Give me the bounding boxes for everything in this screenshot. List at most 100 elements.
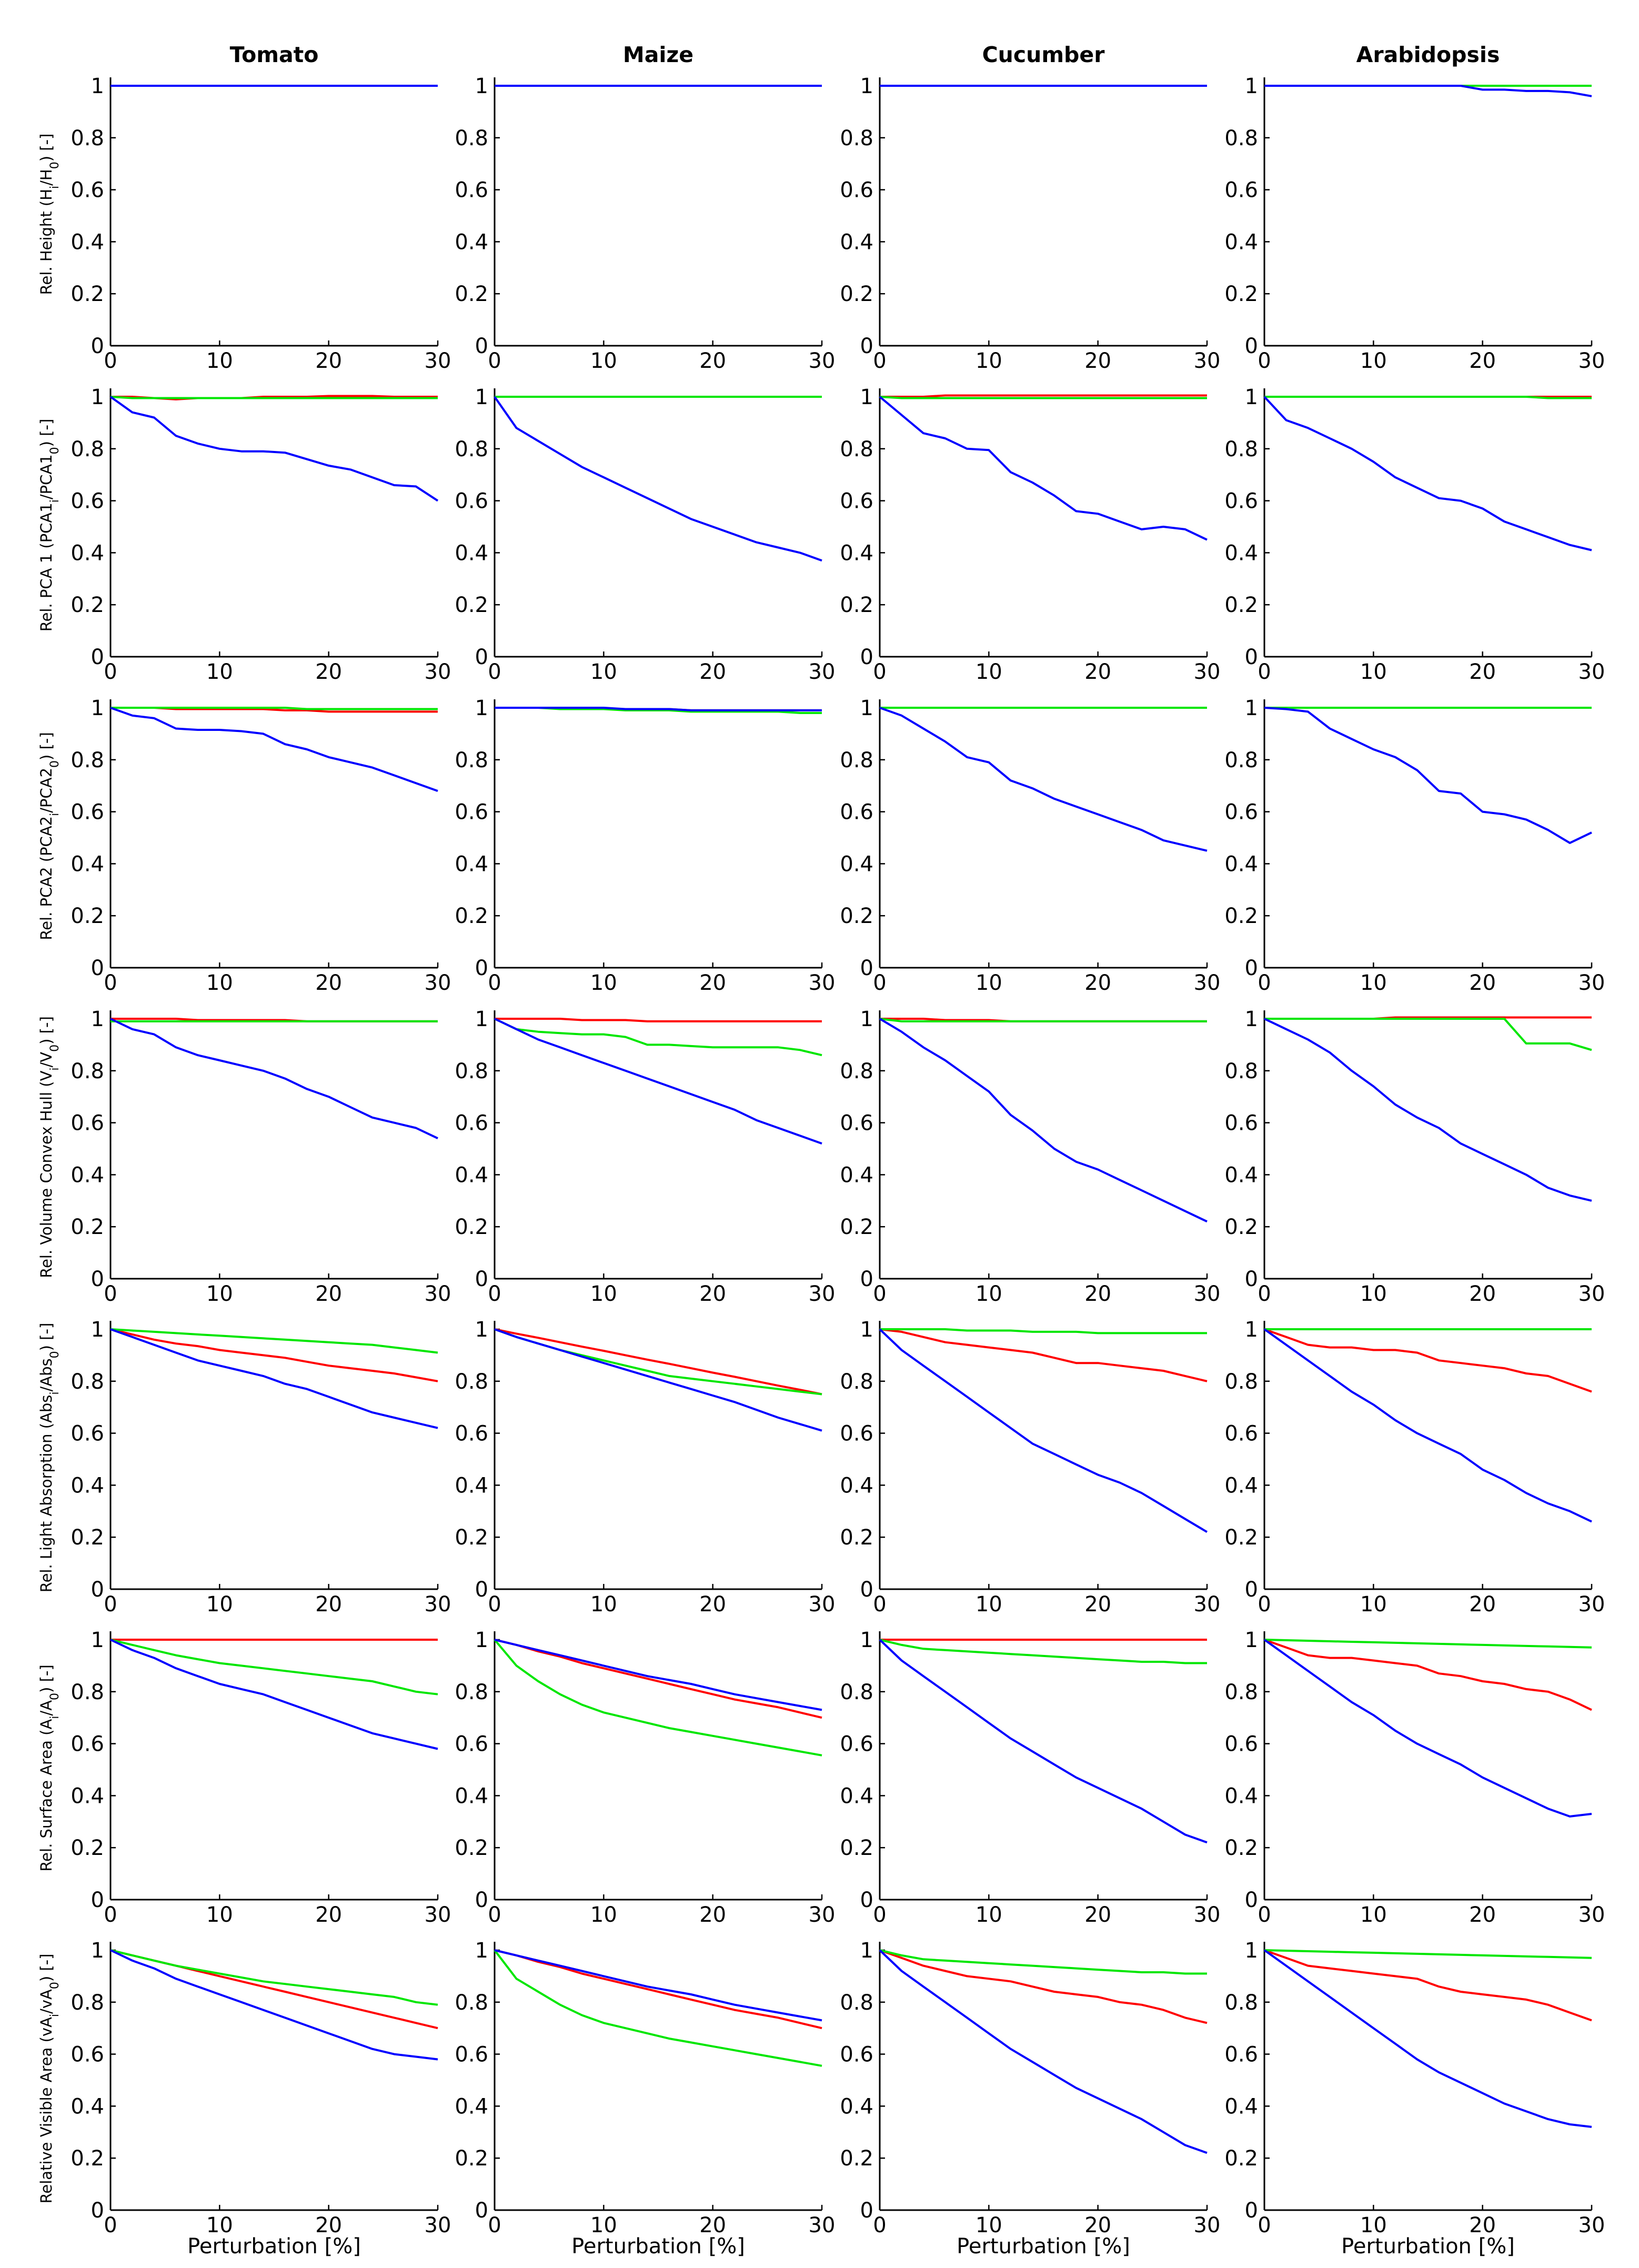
x-tick-label: 0 — [104, 349, 117, 373]
series-line-blue — [879, 1018, 1208, 1223]
y-tick-label: 0.4 — [1224, 541, 1258, 565]
x-tick-label: 20 — [1084, 2213, 1111, 2237]
y-tick-label: 1 — [1245, 1318, 1258, 1342]
y-tick-label: 0.4 — [840, 230, 873, 254]
x-tick-label: 0 — [873, 971, 886, 995]
x-tick-label: 0 — [873, 1592, 886, 1617]
y-tick-label: 0 — [860, 956, 873, 980]
x-tick-label: 20 — [699, 660, 726, 684]
y-tick-label: 0.8 — [455, 1059, 488, 1083]
x-tick-label: 30 — [425, 349, 451, 373]
x-tick-label: 0 — [1258, 349, 1271, 373]
y-tick-label: 0.6 — [840, 178, 873, 203]
x-tick-label: 0 — [488, 1282, 501, 1306]
series-line-blue — [495, 707, 822, 711]
x-tick-label: 30 — [1194, 349, 1221, 373]
y-tick-label: 0.4 — [840, 2094, 873, 2119]
x-tick-label: 20 — [315, 1592, 342, 1617]
y-tick-label: 0.8 — [71, 1059, 104, 1083]
x-tick-label: 30 — [425, 2213, 451, 2237]
series-line-blue — [110, 1018, 438, 1140]
x-tick-label: 10 — [976, 2213, 1002, 2237]
series-line-blue — [110, 1949, 438, 2061]
x-tick-label: 10 — [976, 1592, 1002, 1617]
x-tick-label: 30 — [1578, 1903, 1605, 1927]
series-line-blue — [879, 707, 1208, 852]
y-tick-label: 0.4 — [71, 1473, 104, 1498]
y-tick-label: 0.8 — [71, 748, 104, 772]
panel-r1-c1: 00.20.40.60.810 10 20 30 — [71, 74, 451, 373]
x-tick-label: 20 — [1084, 971, 1111, 995]
panel-r6-c1: 00.20.40.60.810 10 20 30 — [71, 1628, 451, 1927]
x-tick-label: 20 — [1084, 349, 1111, 373]
y-tick-label: 0.2 — [1224, 1836, 1258, 1860]
y-tick-label: 1 — [475, 74, 488, 98]
y-tick-label: 0.6 — [455, 489, 488, 514]
panel-r6-c3: 00.20.40.60.810 10 20 30 — [840, 1628, 1220, 1927]
y-tick-label: 0.4 — [71, 1163, 104, 1187]
y-tick-label: 0.6 — [455, 2043, 488, 2067]
panel-r5-c3: 00.20.40.60.810 10 20 30 — [840, 1318, 1220, 1617]
x-tick-label: 20 — [315, 349, 342, 373]
panel-r7-c1: 00.20.40.60.810 10 20 30 — [71, 1939, 451, 2237]
x-tick-label: 10 — [1360, 971, 1387, 995]
y-tick-label: 0.2 — [71, 593, 104, 617]
x-tick-label: 20 — [315, 971, 342, 995]
series-line-blue — [494, 1328, 822, 1432]
y-tick-label: 0 — [91, 1267, 104, 1291]
y-tick-label: 0.4 — [1224, 852, 1258, 876]
y-tick-label: 0.2 — [840, 593, 873, 617]
y-tick-label: 0.6 — [1224, 1732, 1258, 1757]
series-line-green — [880, 1328, 1207, 1334]
y-tick-label: 0.8 — [1224, 437, 1258, 461]
x-tick-label: 20 — [699, 1282, 726, 1306]
y-tick-label: 0.8 — [1224, 1370, 1258, 1394]
x-tick-label: 10 — [206, 1592, 233, 1617]
y-tick-label: 0 — [91, 334, 104, 358]
panel-r4-c1: 00.20.40.60.810 10 20 30 — [71, 1007, 451, 1306]
x-tick-label: 20 — [1469, 971, 1496, 995]
panel-r2-c1: 00.20.40.60.810 10 20 30 — [71, 385, 451, 684]
x-tick-label: 0 — [1258, 1903, 1271, 1927]
x-tick-label: 20 — [1084, 1592, 1111, 1617]
x-tick-label: 0 — [104, 1903, 117, 1927]
x-tick-label: 30 — [425, 1282, 451, 1306]
y-tick-label: 0.6 — [1224, 489, 1258, 514]
x-tick-label: 30 — [809, 349, 836, 373]
y-tick-label: 0 — [1245, 1888, 1258, 1912]
x-tick-label: 10 — [976, 660, 1002, 684]
y-tick-label: 1 — [91, 1939, 104, 1963]
y-tick-label: 0.2 — [71, 1526, 104, 1550]
y-tick-label: 1 — [91, 696, 104, 720]
series-line-blue — [879, 1639, 1208, 1844]
panel-r5-c4: 00.20.40.60.810 10 20 30 — [1224, 1318, 1605, 1617]
y-tick-label: 1 — [91, 1628, 104, 1652]
x-tick-label: 0 — [488, 349, 501, 373]
series-line-green — [494, 1639, 822, 1757]
panel-r3-c1: 00.20.40.60.810 10 20 30 — [71, 696, 451, 995]
series-line-blue — [494, 1949, 822, 2022]
x-tick-label: 10 — [206, 1282, 233, 1306]
column-title-tomato: Tomato — [230, 42, 319, 67]
y-tick-label: 0 — [475, 1888, 488, 1912]
y-tick-label: 1 — [475, 385, 488, 409]
row-ylabel-1: Rel. Height (Hi/H0) [-] — [37, 134, 62, 295]
series-line-blue — [1264, 85, 1592, 97]
row-ylabel-7: Relative Visible Area (vAi/vA0) [-] — [37, 1954, 62, 2204]
x-tick-label: 0 — [104, 660, 117, 684]
y-tick-label: 0 — [860, 1578, 873, 1602]
x-tick-label: 0 — [104, 1592, 117, 1617]
x-tick-label: 30 — [1194, 660, 1221, 684]
x-tick-label: 10 — [590, 1282, 617, 1306]
y-tick-label: 0.6 — [455, 800, 488, 825]
y-tick-label: 1 — [475, 696, 488, 720]
y-tick-label: 0 — [91, 1578, 104, 1602]
x-tick-label: 30 — [1194, 2213, 1221, 2237]
x-axis-label: Perturbation [%] — [957, 2234, 1130, 2259]
y-tick-label: 0.8 — [455, 748, 488, 772]
y-tick-label: 1 — [91, 74, 104, 98]
y-tick-label: 0.4 — [840, 1163, 873, 1187]
x-tick-label: 0 — [488, 2213, 501, 2237]
x-tick-label: 20 — [1469, 349, 1496, 373]
